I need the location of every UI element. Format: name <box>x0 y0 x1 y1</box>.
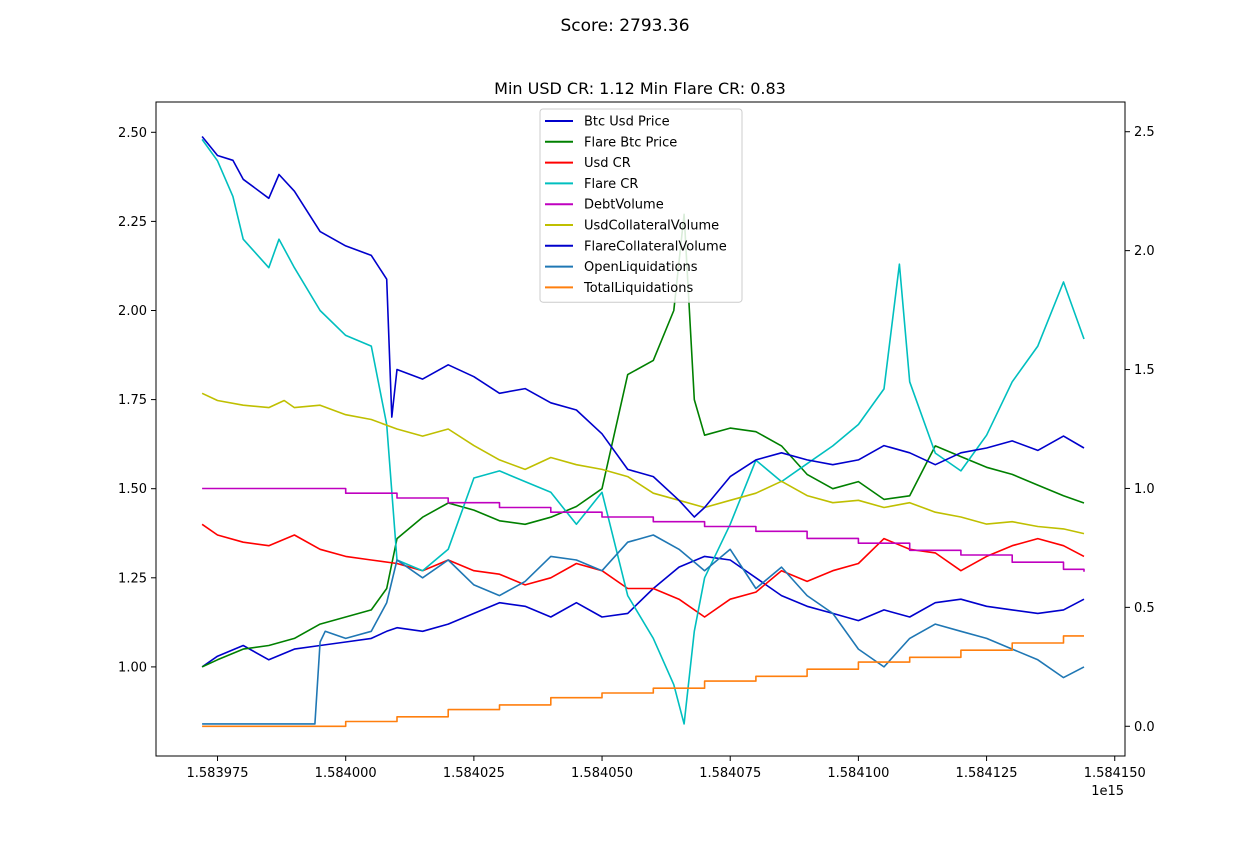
y-left-tick-label: 1.00 <box>118 660 147 675</box>
x-offset-label: 1e15 <box>1091 784 1124 799</box>
x-tick-label: 1.584000 <box>315 766 377 781</box>
y-right-tick-label: 2.5 <box>1134 125 1155 140</box>
legend-label: UsdCollateralVolume <box>584 219 719 234</box>
y-left-tick-label: 1.50 <box>118 482 147 497</box>
y-axis-left: 1.00 1.25 1.50 1.75 2.00 2.25 2.50 <box>118 126 156 675</box>
y-right-tick-label: 0.0 <box>1134 720 1155 735</box>
y-left-tick-label: 1.25 <box>118 571 147 586</box>
y-left-tick-label: 2.50 <box>118 126 147 141</box>
legend: Btc Usd Price Flare Btc Price Usd CR Flare … <box>539 108 743 303</box>
x-tick-label: 1.584075 <box>699 766 761 781</box>
legend-label: OpenLiquidations <box>584 260 698 275</box>
x-tick-label: 1.584025 <box>443 766 505 781</box>
legend-label: FlareCollateralVolume <box>584 239 727 254</box>
chart-suptitle: Score: 2793.36 <box>560 16 689 36</box>
legend-label: Btc Usd Price <box>584 115 670 130</box>
x-tick-label: 1.584125 <box>956 766 1018 781</box>
y-right-tick-label: 2.0 <box>1134 244 1155 259</box>
y-left-tick-label: 1.75 <box>118 393 147 408</box>
x-tick-label: 1.584150 <box>1084 766 1146 781</box>
chart-title: Min USD CR: 1.12 Min Flare CR: 0.83 <box>494 79 786 98</box>
series-line-usd-collateral-volume <box>201 392 1085 535</box>
series-line-total-liquidations <box>202 635 1084 728</box>
legend-label: Flare Btc Price <box>584 135 677 150</box>
x-tick-label: 1.583975 <box>187 766 249 781</box>
legend-box <box>539 108 743 303</box>
y-left-tick-label: 2.00 <box>118 304 147 319</box>
legend-label: TotalLiquidations <box>583 281 693 296</box>
y-left-tick-label: 2.25 <box>118 215 147 230</box>
legend-label: DebtVolume <box>584 198 664 213</box>
y-right-tick-label: 1.0 <box>1134 482 1155 497</box>
series-line-flare-cr <box>201 138 1085 725</box>
series-layer <box>201 135 1085 728</box>
series-line-usd-cr <box>201 523 1085 618</box>
plot-frame <box>155 101 1126 757</box>
y-right-tick-label: 1.5 <box>1134 363 1155 378</box>
x-tick-label: 1.584100 <box>827 766 889 781</box>
series-line-flare-collateral-volume <box>201 135 1085 518</box>
x-tick-label: 1.584050 <box>571 766 633 781</box>
legend-label: Flare CR <box>584 177 638 192</box>
series-line-open-liquidations <box>202 534 1085 725</box>
x-axis: 1.583975 1.584000 1.584025 1.584050 1.584075… <box>187 756 1146 781</box>
series-line-btc-usd-price <box>201 555 1085 668</box>
y-axis-right: 0.0 0.5 1.0 1.5 2.0 2.5 <box>1125 125 1155 735</box>
legend-label: Usd CR <box>584 156 631 171</box>
series-line-flare-btc-price <box>201 213 1085 668</box>
y-right-tick-label: 0.5 <box>1134 601 1155 616</box>
series-line-debt-volume <box>202 487 1085 572</box>
